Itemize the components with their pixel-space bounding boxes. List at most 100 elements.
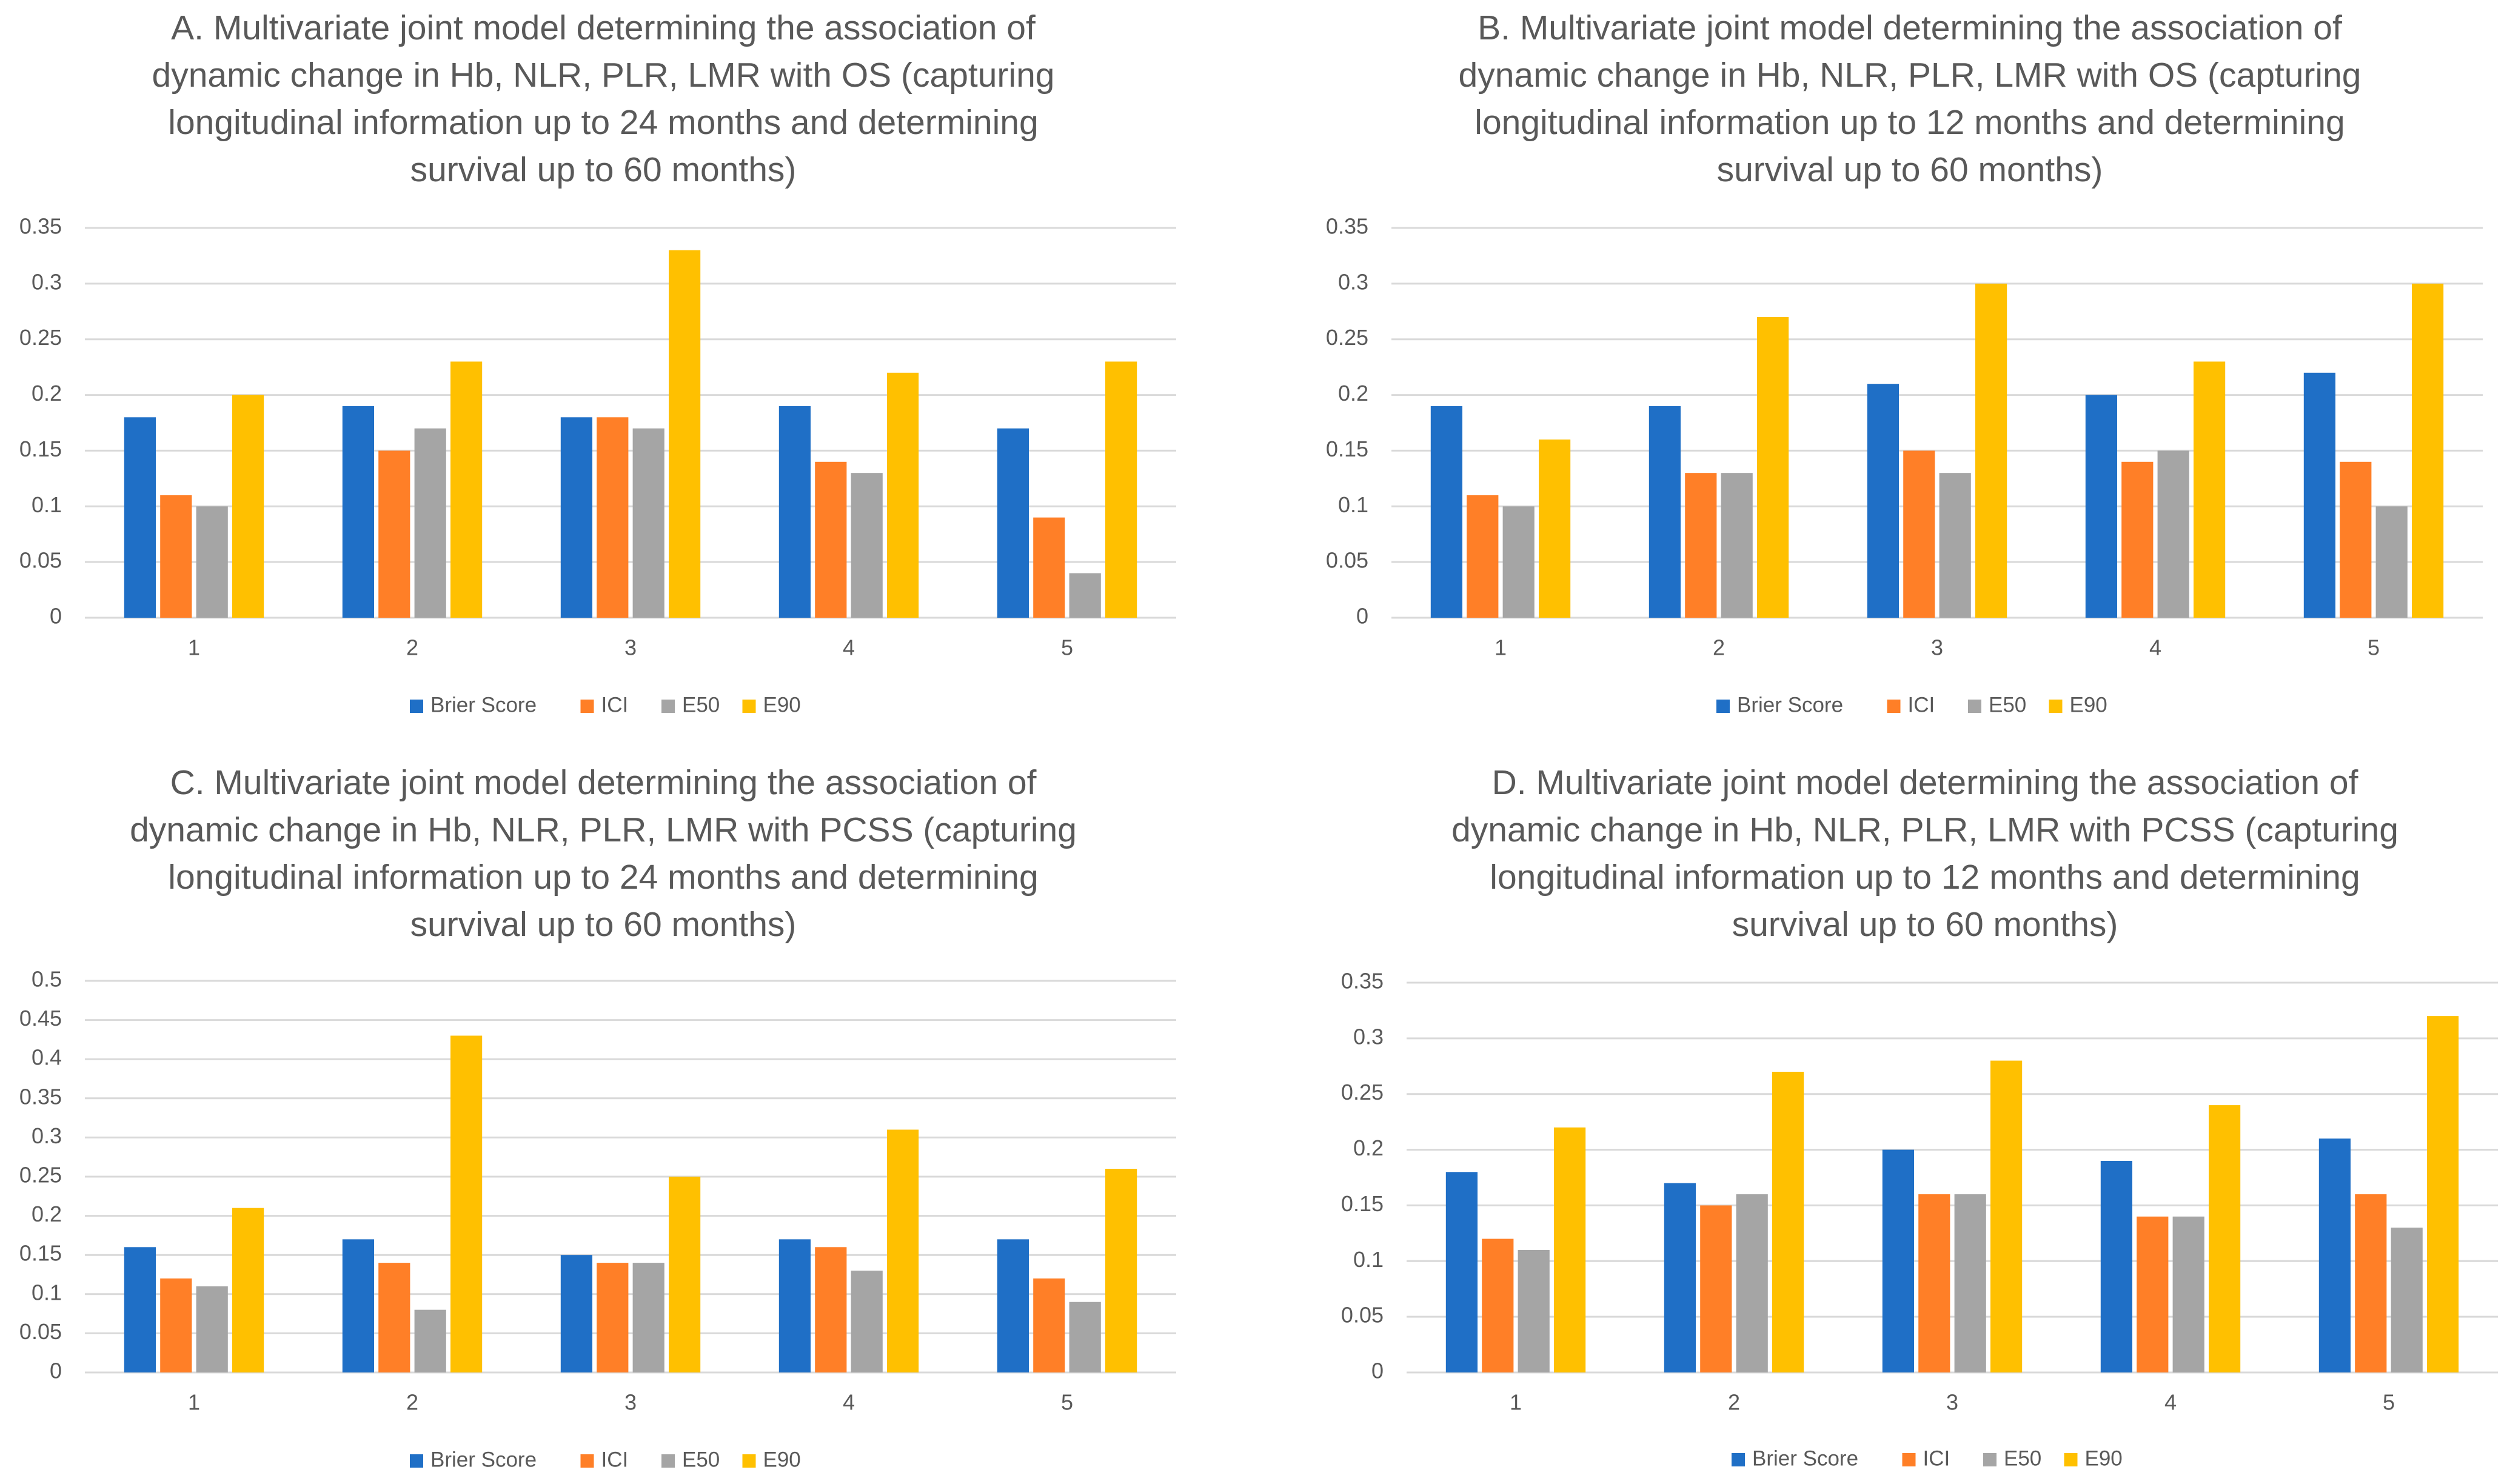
chart-c-bar-ici bbox=[160, 1278, 192, 1372]
chart-d-bar-ici bbox=[2137, 1216, 2169, 1372]
chart-c-title-line: survival up to 60 months) bbox=[410, 905, 797, 944]
chart-d-x-tick-label: 2 bbox=[1728, 1390, 1740, 1415]
chart-c-bar-e90 bbox=[232, 1208, 264, 1372]
chart-d-y-tick-label: 0.35 bbox=[1341, 969, 1384, 994]
chart-a-x-tick-label: 4 bbox=[843, 635, 855, 660]
chart-a-bar-ici bbox=[160, 495, 192, 618]
chart-a-bar-ici bbox=[815, 461, 847, 618]
chart-b-bar-e90 bbox=[2412, 283, 2444, 618]
chart-c-x-tick-label: 2 bbox=[406, 1390, 418, 1415]
chart-a-bar-brier-score bbox=[560, 417, 592, 618]
chart-d-bar-brier-score bbox=[1445, 1172, 1478, 1372]
chart-c-legend-label: ICI bbox=[601, 1448, 629, 1471]
chart-a-bar-brier-score bbox=[342, 406, 374, 618]
chart-a-x-tick-label: 3 bbox=[624, 635, 637, 660]
chart-c-bar-brier-score bbox=[560, 1255, 592, 1372]
chart-d-bar-ici bbox=[1482, 1238, 1514, 1372]
chart-c-bar-ici bbox=[378, 1263, 410, 1372]
chart-d-svg: D. Multivariate joint model determining … bbox=[1341, 763, 2498, 1470]
chart-c-y-tick-label: 0.45 bbox=[19, 1006, 62, 1031]
chart-b-bar-e90 bbox=[1975, 283, 2007, 618]
chart-b-y-tick-label: 0.15 bbox=[1326, 436, 1368, 461]
chart-c-legend-label: E90 bbox=[763, 1448, 801, 1471]
chart-d-bar-e50 bbox=[1954, 1194, 1986, 1372]
chart-c-bar-ici bbox=[1033, 1278, 1065, 1372]
chart-panel-c: C. Multivariate joint model determining … bbox=[0, 755, 1197, 1482]
chart-c-legend-swatch bbox=[410, 1454, 423, 1468]
chart-b-x-tick-label: 2 bbox=[1713, 635, 1725, 660]
chart-b-bar-ici bbox=[2121, 461, 2154, 618]
chart-b-bar-e50 bbox=[1721, 473, 1753, 618]
chart-b-legend-swatch bbox=[1968, 700, 1981, 713]
chart-a-legend-swatch bbox=[580, 700, 594, 713]
chart-d-legend-label: Brier Score bbox=[1752, 1446, 1858, 1470]
chart-a-y-tick-label: 0 bbox=[50, 604, 62, 629]
chart-b-legend-label: ICI bbox=[1908, 693, 1935, 717]
chart-b-bar-brier-score bbox=[2085, 395, 2117, 618]
chart-c-bar-e50 bbox=[196, 1286, 228, 1372]
chart-c-y-tick-label: 0.3 bbox=[32, 1123, 62, 1148]
chart-d-legend-swatch bbox=[1902, 1453, 1916, 1466]
chart-b-bar-ici bbox=[1903, 450, 1935, 618]
chart-c-legend-swatch bbox=[580, 1454, 594, 1468]
chart-d-x-tick-label: 3 bbox=[1946, 1390, 1958, 1415]
chart-b-bar-e90 bbox=[2194, 361, 2226, 618]
chart-d-y-tick-label: 0.1 bbox=[1353, 1247, 1384, 1272]
chart-b-y-tick-label: 0.05 bbox=[1326, 548, 1368, 573]
chart-c-title-line: longitudinal information up to 24 months… bbox=[168, 858, 1038, 897]
chart-d-legend-swatch bbox=[2064, 1453, 2078, 1466]
chart-c-x-tick-label: 1 bbox=[188, 1390, 200, 1415]
chart-c-y-tick-label: 0.35 bbox=[19, 1084, 62, 1109]
chart-c-y-tick-label: 0.2 bbox=[32, 1202, 62, 1226]
chart-c-x-tick-label: 3 bbox=[624, 1390, 637, 1415]
chart-b-bar-brier-score bbox=[1867, 384, 1899, 618]
chart-a-bar-brier-score bbox=[124, 417, 156, 618]
chart-d-bar-brier-score bbox=[2100, 1160, 2132, 1372]
chart-c-bar-brier-score bbox=[124, 1247, 156, 1372]
chart-b-title-line: dynamic change in Hb, NLR, PLR, LMR with… bbox=[1459, 56, 2361, 95]
chart-d-bar-e90 bbox=[1772, 1071, 1804, 1372]
chart-d-bar-ici bbox=[1918, 1194, 1950, 1372]
chart-a-x-tick-label: 1 bbox=[188, 635, 200, 660]
chart-c-bar-e50 bbox=[414, 1309, 446, 1372]
chart-b-bar-e50 bbox=[1939, 473, 1971, 618]
chart-a-legend-swatch bbox=[742, 700, 756, 713]
chart-a-bar-e90 bbox=[232, 395, 264, 618]
chart-d-legend-label: ICI bbox=[1923, 1446, 1950, 1470]
chart-b-title-line: B. Multivariate joint model determining … bbox=[1478, 8, 2342, 47]
chart-a-bar-e90 bbox=[450, 361, 483, 618]
chart-a-legend-label: E90 bbox=[763, 693, 801, 717]
chart-a-legend-swatch bbox=[661, 700, 675, 713]
chart-a-bar-e50 bbox=[196, 506, 228, 618]
chart-b-x-tick-label: 3 bbox=[1931, 635, 1943, 660]
chart-panel-a: A. Multivariate joint model determining … bbox=[0, 0, 1197, 727]
chart-a-bar-ici bbox=[378, 450, 410, 618]
chart-c-legend-label: E50 bbox=[682, 1448, 720, 1471]
chart-d-legend-label: E50 bbox=[2004, 1446, 2041, 1470]
chart-b-legend-swatch bbox=[2049, 700, 2063, 713]
chart-b-bar-e90 bbox=[1757, 316, 1789, 618]
chart-c-y-tick-label: 0.25 bbox=[19, 1163, 62, 1188]
chart-a-legend-label: ICI bbox=[601, 693, 629, 717]
chart-d-bar-e50 bbox=[1518, 1249, 1550, 1372]
chart-b-bar-ici bbox=[1467, 495, 1499, 618]
chart-d-title-line: survival up to 60 months) bbox=[1732, 905, 2118, 944]
chart-c-bar-brier-score bbox=[342, 1239, 374, 1372]
chart-c-bar-e90 bbox=[887, 1129, 919, 1372]
chart-b-x-tick-label: 4 bbox=[2149, 635, 2161, 660]
chart-c-legend-swatch bbox=[661, 1454, 675, 1468]
chart-b-y-tick-label: 0.35 bbox=[1326, 214, 1368, 239]
chart-b-y-tick-label: 0.25 bbox=[1326, 325, 1368, 350]
chart-b-bar-e90 bbox=[1539, 440, 1571, 618]
chart-c-y-tick-label: 0.05 bbox=[19, 1319, 62, 1344]
chart-b-legend-swatch bbox=[1716, 700, 1730, 713]
chart-d-bar-e90 bbox=[1554, 1127, 1586, 1372]
chart-b-legend-swatch bbox=[1887, 700, 1901, 713]
chart-c-y-tick-label: 0.4 bbox=[32, 1045, 62, 1070]
chart-b-bar-brier-score bbox=[1430, 406, 1462, 618]
chart-c-bar-brier-score bbox=[778, 1239, 811, 1372]
chart-b-title-line: survival up to 60 months) bbox=[1717, 150, 2103, 189]
chart-a-y-tick-label: 0.35 bbox=[19, 214, 62, 239]
chart-c-bar-e90 bbox=[450, 1035, 483, 1372]
chart-c-title-line: C. Multivariate joint model determining … bbox=[170, 763, 1037, 802]
